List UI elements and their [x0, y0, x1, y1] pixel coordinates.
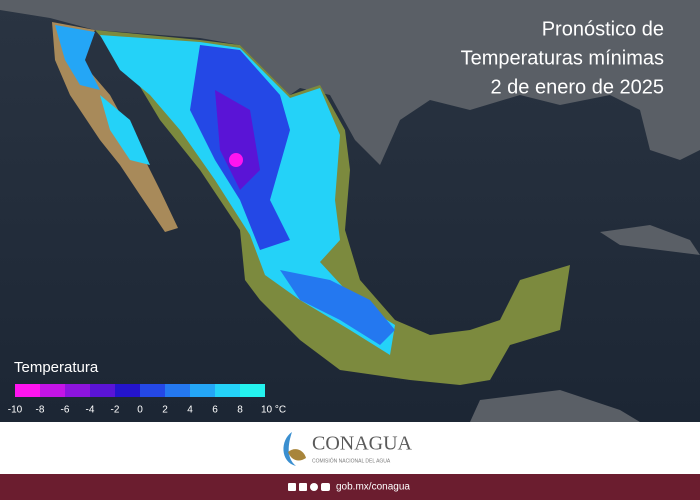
legend-tick-label: 0 — [137, 405, 143, 416]
legend-swatch — [240, 384, 265, 397]
footer-url[interactable]: gob.mx/conagua — [336, 482, 410, 493]
footer-band — [0, 422, 700, 474]
legend-title: Temperatura — [14, 359, 99, 376]
legend-swatch — [65, 384, 90, 397]
logo — [288, 449, 306, 461]
brand: CONAGUA — [312, 433, 413, 455]
legend-tick-label: -10 — [8, 405, 23, 416]
legend-swatch — [140, 384, 165, 397]
legend-tick-label: -8 — [36, 405, 45, 416]
social-icons — [288, 483, 330, 491]
map-title: Temperaturas mínimas — [461, 47, 664, 69]
legend-tick-label: -4 — [86, 405, 95, 416]
temp-area — [280, 270, 395, 345]
legend-tick-label: 8 — [237, 405, 243, 416]
map-title: Pronóstico de — [542, 18, 664, 40]
temp-area — [100, 95, 150, 165]
brand-subtitle: COMISIÓN NACIONAL DEL AGUA — [312, 457, 391, 464]
land-central — [470, 390, 640, 422]
legend-swatch — [90, 384, 115, 397]
temp-area — [55, 25, 100, 90]
legend-swatch — [165, 384, 190, 397]
legend-tick-label: -2 — [111, 405, 120, 416]
land-north — [0, 0, 700, 165]
legend-swatch — [215, 384, 240, 397]
legend-swatch — [190, 384, 215, 397]
cuba — [600, 225, 700, 255]
legend-tick-label: 10 °C — [261, 405, 286, 416]
temp-area — [229, 153, 243, 167]
footer-bar — [0, 474, 700, 500]
legend-tick-label: 4 — [187, 405, 193, 416]
legend-swatch — [115, 384, 140, 397]
legend-swatch — [40, 384, 65, 397]
legend-swatch — [15, 384, 40, 397]
map-title: 2 de enero de 2025 — [491, 76, 665, 98]
legend-tick-label: 2 — [162, 405, 168, 416]
legend-tick-label: -6 — [61, 405, 70, 416]
legend-tick-label: 6 — [212, 405, 218, 416]
temp-area — [215, 90, 260, 190]
legend: -10 -8 -6 -4 -2 0 2 4 6 8 10 °C — [8, 384, 286, 416]
logo — [283, 432, 296, 466]
